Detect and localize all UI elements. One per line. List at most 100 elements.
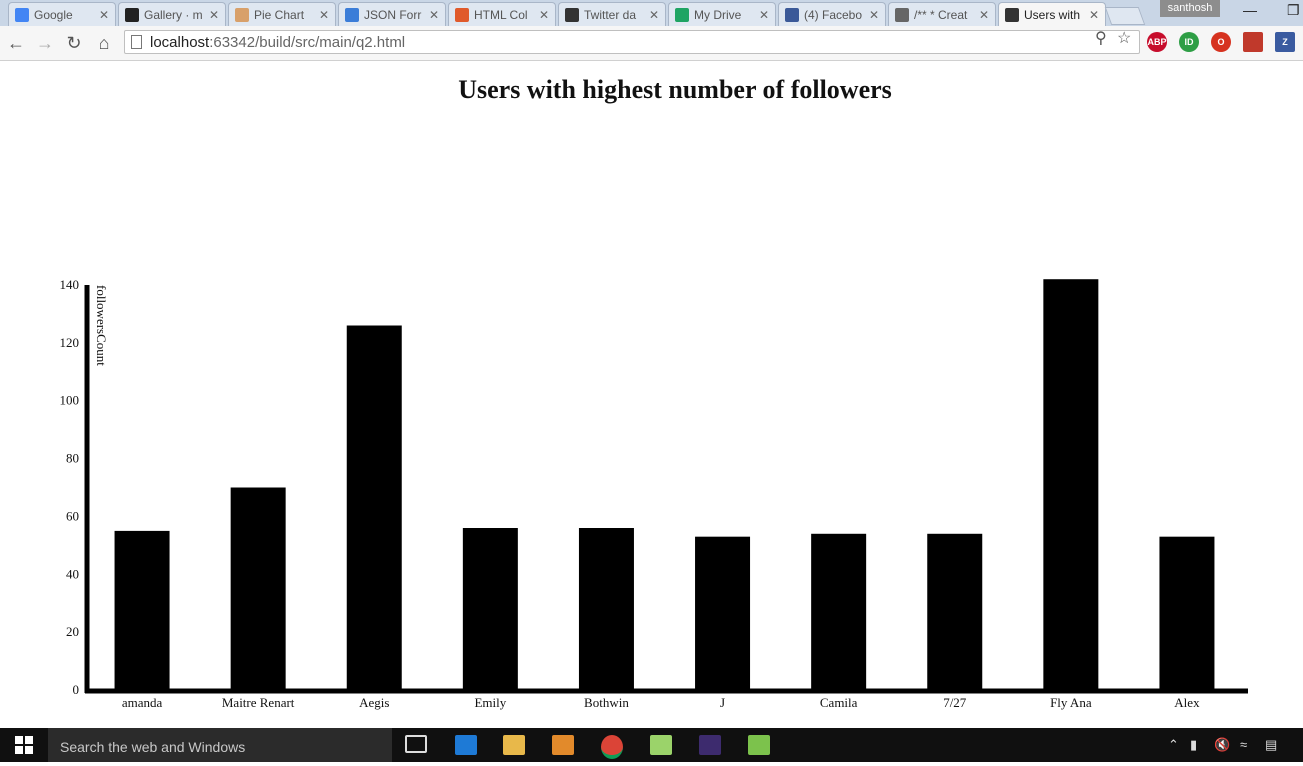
tab-close-icon[interactable]: ✕ — [208, 7, 219, 22]
tab-close-icon[interactable]: ✕ — [538, 7, 549, 22]
tab-close-icon[interactable]: ✕ — [758, 7, 769, 22]
folder-icon[interactable] — [650, 735, 672, 755]
color-wheel-icon — [455, 7, 469, 22]
browser-tab[interactable]: My Drive ✕ — [668, 2, 776, 26]
tab-close-icon[interactable]: ✕ — [98, 7, 109, 22]
browser-tab[interactable]: HTML Col ✕ — [448, 2, 556, 26]
profile-badge[interactable]: santhosh — [1160, 0, 1220, 17]
new-tab-button[interactable] — [1104, 7, 1146, 25]
task-view-icon[interactable] — [405, 735, 427, 753]
wifi-icon[interactable]: ≈ — [1240, 737, 1248, 752]
extension-icon[interactable]: O — [1211, 32, 1231, 52]
intellij-icon — [565, 7, 579, 22]
bar — [462, 528, 518, 690]
tab-close-icon[interactable]: ✕ — [868, 7, 879, 22]
code-icon — [895, 7, 909, 22]
browser-tab[interactable]: Gallery · m ✕ — [118, 2, 226, 26]
bar — [695, 536, 751, 690]
chart-title: Users with highest number of followers — [458, 75, 892, 104]
intellij-icon[interactable] — [699, 735, 721, 755]
restore-icon[interactable]: ❐ — [1287, 2, 1300, 18]
notepad-plus-icon[interactable] — [748, 735, 770, 755]
tab-title: HTML Col — [474, 7, 528, 22]
tab-close-icon[interactable]: ✕ — [428, 7, 439, 22]
x-tick-label: Fly Ana — [1050, 695, 1092, 710]
page-icon — [131, 35, 142, 49]
home-icon[interactable]: ⌂ — [98, 33, 110, 53]
volume-mute-icon[interactable]: 🔇 — [1214, 737, 1231, 752]
address-bar[interactable]: localhost:63342/build/src/main/q2.html — [124, 30, 1140, 54]
bar-chart: 0 20 40 60 80 100 120 140 followersCount amanda Ma… — [60, 277, 1248, 710]
edge-icon[interactable] — [455, 735, 477, 755]
bar — [927, 533, 983, 690]
chrome-icon[interactable] — [601, 735, 623, 759]
x-tick-label: Bothwin — [584, 695, 629, 710]
x-tick-label: Alex — [1174, 695, 1200, 710]
tab-title: Twitter da — [584, 7, 637, 22]
tab-title: Google — [34, 7, 73, 22]
x-tick-label: 7/27 — [943, 695, 967, 710]
y-tick-label: 20 — [66, 624, 79, 639]
minimize-icon[interactable]: — — [1243, 2, 1257, 18]
intellij-icon — [1005, 7, 1019, 22]
media-player-icon[interactable] — [552, 735, 574, 755]
reload-icon[interactable]: ↻ — [66, 33, 82, 53]
browser-tab[interactable]: Google ✕ — [8, 2, 116, 26]
y-axis-label: followersCount — [94, 285, 109, 366]
browser-tab[interactable]: /** * Creat ✕ — [888, 2, 996, 26]
github-icon — [125, 7, 139, 22]
y-tick-label: 60 — [66, 508, 79, 523]
taskbar-search-input[interactable]: Search the web and Windows — [48, 728, 392, 762]
y-tick-label: 0 — [73, 682, 80, 697]
x-tick-label: Emily — [474, 695, 506, 710]
tab-title: My Drive — [694, 7, 742, 22]
check-icon — [345, 7, 359, 22]
battery-icon[interactable]: ▮ — [1190, 737, 1198, 752]
extension-icon[interactable]: ID — [1179, 32, 1199, 52]
windows-taskbar: Search the web and Windows ⌃ ▮ 🔇 ≈ ▤ — [0, 728, 1303, 762]
tab-title: Pie Chart — [254, 7, 305, 22]
file-explorer-icon[interactable] — [503, 735, 525, 755]
bar — [230, 487, 286, 690]
page-content: Users with highest number of followers 0… — [0, 61, 1303, 728]
tab-strip: Google ✕ Gallery · m ✕ Pie Chart ✕ JSON Forr ✕ H… — [0, 0, 1303, 26]
bar — [114, 530, 170, 690]
forward-arrow-icon[interactable]: → — [36, 33, 54, 53]
zoom-icon[interactable]: ⚲ — [1095, 30, 1107, 47]
extension-icon[interactable]: Z — [1275, 32, 1295, 52]
bookmark-star-icon[interactable]: ☆ — [1117, 30, 1132, 47]
chevron-up-icon[interactable]: ⌃ — [1168, 737, 1179, 752]
extension-icon[interactable] — [1243, 32, 1263, 52]
x-tick-label: Maitre Renart — [222, 695, 295, 710]
x-tick-label: Aegis — [359, 695, 389, 710]
tab-title: (4) Facebo — [804, 7, 863, 22]
google-icon — [15, 7, 29, 22]
browser-toolbar: ← → ↻ ⌂ localhost:63342/build/src/main/q… — [0, 26, 1303, 61]
browser-tab[interactable]: Pie Chart ✕ — [228, 2, 336, 26]
browser-tab[interactable]: Twitter da ✕ — [558, 2, 666, 26]
tab-close-icon[interactable]: ✕ — [1088, 7, 1099, 22]
bar — [1159, 536, 1215, 690]
browser-tab[interactable]: JSON Forr ✕ — [338, 2, 446, 26]
url-text: localhost:63342/build/src/main/q2.html — [150, 34, 406, 51]
windows-logo-icon — [15, 736, 33, 754]
windows-start-button[interactable] — [0, 728, 48, 762]
extension-icon[interactable]: ABP — [1147, 32, 1167, 52]
back-arrow-icon[interactable]: ← — [7, 33, 25, 53]
tab-close-icon[interactable]: ✕ — [978, 7, 989, 22]
tab-close-icon[interactable]: ✕ — [648, 7, 659, 22]
tab-close-icon[interactable]: ✕ — [318, 7, 329, 22]
tab-title: /** * Creat — [914, 7, 968, 22]
browser-tab[interactable]: Users with ✕ — [998, 2, 1106, 26]
chart-icon — [235, 7, 249, 22]
tab-title: Gallery · m — [144, 7, 203, 22]
bar — [811, 533, 867, 690]
facebook-icon — [785, 7, 799, 22]
notifications-icon[interactable]: ▤ — [1265, 737, 1278, 752]
x-tick-label: J — [720, 695, 725, 710]
drive-icon — [675, 7, 689, 22]
y-tick-label: 100 — [60, 393, 80, 408]
bar — [1043, 279, 1099, 690]
bar — [578, 528, 634, 690]
browser-tab[interactable]: (4) Facebo ✕ — [778, 2, 886, 26]
